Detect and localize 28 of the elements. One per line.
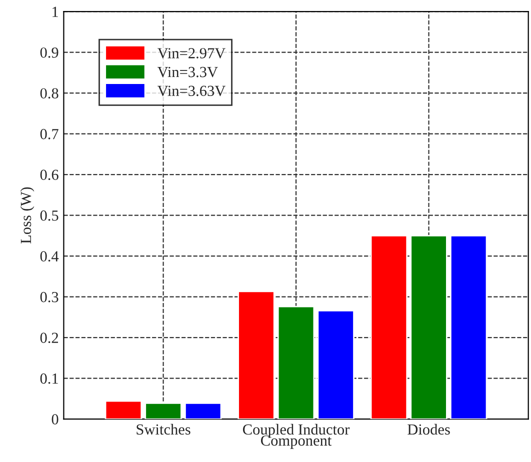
- x-tick-label: Diodes: [408, 424, 450, 435]
- bar: [144, 402, 182, 420]
- legend-label: Vin=2.97V: [157, 48, 226, 58]
- y-tick-label: 0.6: [40, 170, 58, 180]
- y-tick-label: 0.9: [40, 47, 58, 58]
- bar: [317, 310, 354, 420]
- x-tick-label: Switches: [136, 424, 190, 435]
- bar: [410, 234, 448, 420]
- bar: [104, 400, 142, 420]
- y-tick-label: 0.2: [40, 332, 58, 344]
- y-tick-label: 0.7: [40, 128, 58, 140]
- x-tick-label: Coupled Inductor: [242, 424, 350, 438]
- y-tick-label: 0.3: [40, 292, 58, 302]
- bar: [184, 402, 222, 420]
- y-axis-title: Loss (W): [20, 187, 34, 244]
- bar: [370, 234, 408, 420]
- x-axis-title: Component: [261, 435, 332, 449]
- y-tick-label: 0.5: [40, 210, 58, 221]
- bar: [277, 306, 315, 420]
- bar: [238, 290, 275, 420]
- legend-label: Vin=3.3V: [157, 66, 218, 78]
- y-tick-label: 0: [52, 414, 58, 424]
- bar: [450, 234, 488, 420]
- y-tick-label: 0.4: [40, 251, 59, 262]
- y-tick-label: 0.8: [40, 88, 58, 99]
- y-tick-label: 0.1: [40, 373, 58, 384]
- legend-label: Vin=3.63V: [157, 86, 226, 96]
- y-tick-label: 1: [52, 6, 58, 17]
